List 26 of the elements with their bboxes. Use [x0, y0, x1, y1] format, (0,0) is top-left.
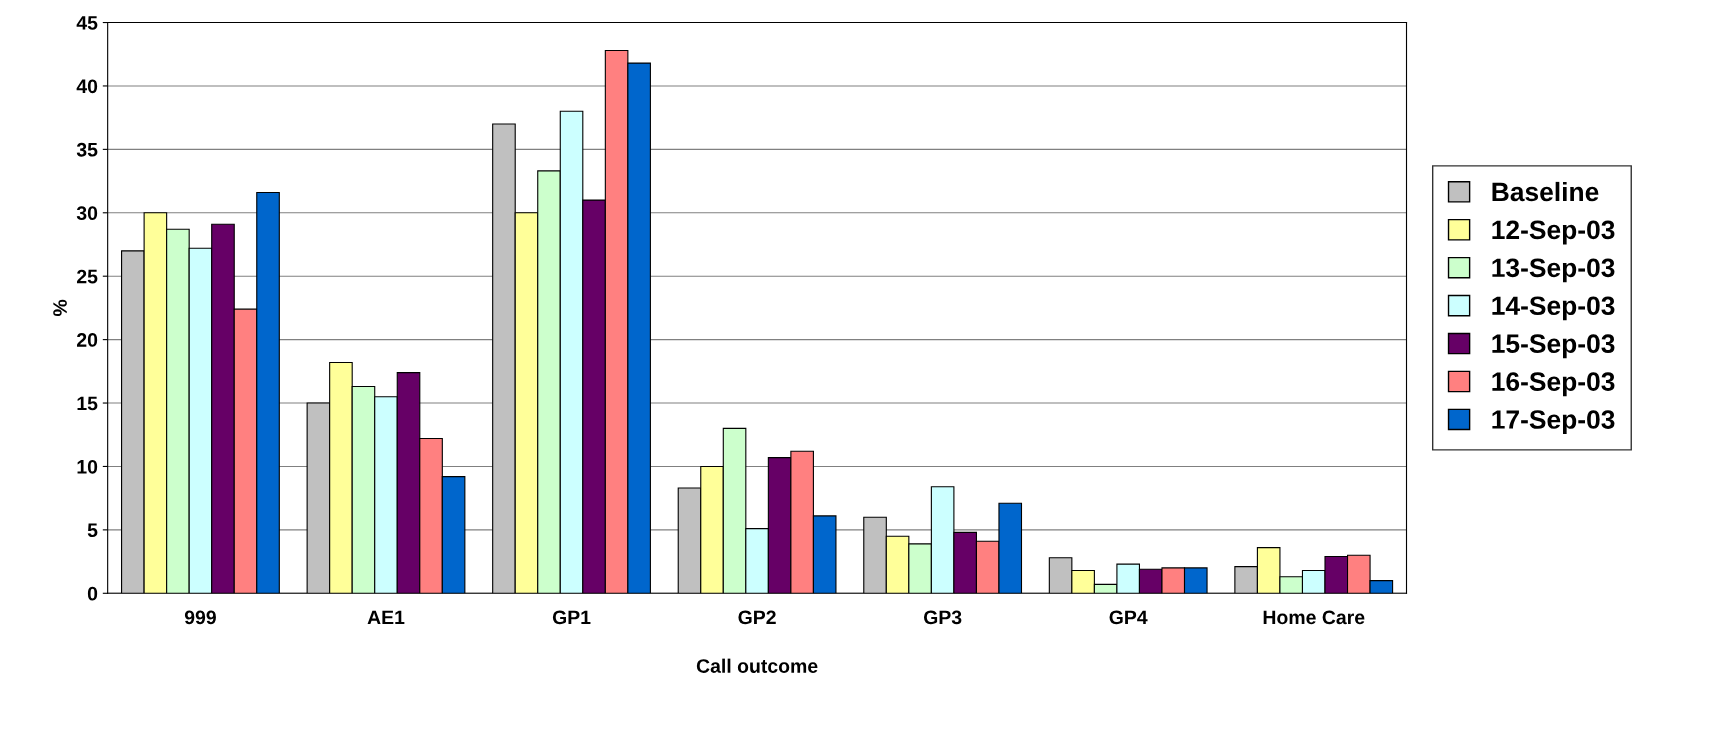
x-axis-title: Call outcome [696, 658, 818, 673]
legend-label: 14-Sep-03 [1492, 296, 1615, 321]
legend-label: 17-Sep-03 [1492, 410, 1615, 435]
y-tick-label: 40 [76, 79, 98, 94]
legend-label: Baseline [1492, 181, 1599, 202]
legend-label: 13-Sep-03 [1492, 258, 1615, 283]
x-tick-label: GP3 [923, 610, 962, 625]
x-tick-label: 999 [184, 610, 216, 625]
legend-label: 12-Sep-03 [1492, 220, 1615, 245]
x-tick-label: AE1 [367, 610, 405, 625]
y-tick-label: 5 [87, 523, 98, 538]
x-tick-label: GP1 [552, 610, 591, 625]
y-tick-label: 20 [76, 333, 98, 347]
y-tick-label: 25 [76, 269, 98, 284]
y-tick-label: 10 [77, 459, 98, 474]
y-tick-label: 0 [87, 586, 98, 601]
y-tick-label: 45 [76, 16, 98, 30]
y-tick-label: 35 [76, 142, 98, 157]
y-tick-label: 30 [76, 206, 98, 221]
legend-label: 15-Sep-03 [1492, 334, 1615, 359]
y-tick-label: 15 [77, 396, 98, 411]
x-tick-label: GP2 [738, 610, 776, 625]
x-tick-label: GP4 [1109, 610, 1148, 625]
x-tick-label: Home Care [1263, 610, 1365, 625]
legend-label: 16-Sep-03 [1492, 372, 1615, 397]
y-axis-title: % [53, 299, 67, 317]
